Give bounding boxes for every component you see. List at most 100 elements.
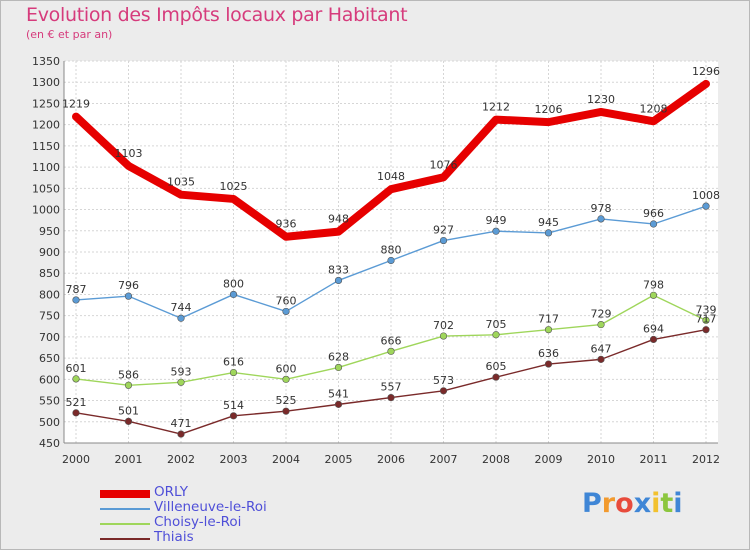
data-label: 833 [328, 263, 349, 276]
y-tick-label: 1300 [32, 76, 60, 89]
data-point [597, 215, 605, 223]
y-tick-label: 1100 [32, 161, 60, 174]
logo-letter: x [633, 488, 652, 519]
x-tick-label: 2004 [272, 453, 300, 466]
legend-label: Villeneuve-le-Roi [154, 499, 267, 515]
data-point [177, 314, 185, 322]
data-point [649, 291, 658, 299]
data-point [702, 202, 710, 210]
data-label: 586 [118, 368, 139, 381]
y-tick-label: 900 [39, 246, 60, 259]
data-label: 557 [381, 381, 402, 394]
x-tick-label: 2006 [377, 453, 405, 466]
x-tick-label: 2011 [640, 453, 668, 466]
data-point [124, 292, 133, 300]
data-label: 1103 [115, 147, 143, 160]
y-tick-label: 550 [39, 395, 60, 408]
data-label: 601 [66, 362, 87, 375]
y-tick-label: 750 [39, 310, 60, 323]
data-label: 1008 [692, 189, 720, 202]
data-label: 1208 [640, 102, 668, 115]
data-label: 521 [66, 396, 87, 409]
data-label: 948 [328, 213, 349, 226]
data-point [282, 307, 290, 316]
data-label: 541 [328, 387, 349, 400]
data-label: 702 [433, 319, 454, 332]
data-label: 525 [276, 394, 297, 407]
x-tick-label: 2012 [692, 453, 720, 466]
data-label: 949 [486, 214, 507, 227]
data-label: 936 [276, 218, 297, 231]
data-label: 945 [538, 216, 559, 229]
data-point [124, 417, 133, 425]
x-tick-label: 2008 [482, 453, 510, 466]
data-label: 1206 [535, 103, 563, 116]
y-tick-label: 1200 [32, 119, 60, 132]
y-tick-label: 800 [39, 288, 60, 301]
data-label: 729 [591, 308, 612, 321]
legend-item: Villeneuve-le-Roi [100, 499, 400, 516]
data-label: 628 [328, 350, 349, 363]
data-label: 1035 [167, 176, 195, 189]
y-tick-label: 650 [39, 352, 60, 365]
chart-subtitle: (en € et par an) [26, 28, 113, 41]
data-label: 800 [223, 277, 244, 290]
data-point [282, 375, 290, 383]
data-label: 514 [223, 399, 244, 412]
data-label: 471 [171, 417, 192, 430]
data-label: 717 [538, 313, 559, 326]
data-label: 744 [171, 301, 192, 314]
data-label: 739 [696, 303, 717, 316]
data-point [544, 229, 553, 237]
data-label: 978 [591, 202, 612, 215]
data-label: 593 [171, 365, 192, 378]
data-point [649, 335, 658, 344]
data-point [544, 326, 553, 334]
data-label: 1230 [587, 93, 615, 106]
data-label: 966 [643, 207, 664, 220]
y-tick-label: 850 [39, 267, 60, 280]
data-label: 787 [66, 283, 87, 296]
data-point [72, 409, 80, 417]
y-tick-label: 1000 [32, 204, 60, 217]
legend-label: Choisy-le-Roi [154, 514, 242, 530]
data-label: 647 [591, 342, 612, 355]
logo-letter: i [651, 488, 661, 519]
y-tick-label: 1250 [32, 97, 60, 110]
legend-label: ORLY [154, 484, 188, 500]
data-point [702, 316, 710, 324]
data-label: 1048 [377, 170, 405, 183]
data-point [387, 347, 395, 355]
y-tick-label: 600 [39, 373, 60, 386]
chart-title: Evolution des Impôts locaux par Habitant [26, 4, 408, 26]
legend-item: Choisy-le-Roi [100, 514, 400, 531]
data-point [439, 332, 448, 340]
data-label: 600 [276, 362, 297, 375]
proxiti-logo: Proxiti [582, 488, 683, 519]
logo-letter: o [615, 488, 634, 519]
data-label: 705 [486, 318, 507, 331]
data-label: 880 [381, 243, 402, 256]
data-point [492, 227, 500, 235]
data-point [72, 296, 80, 304]
data-label: 666 [381, 334, 402, 347]
y-tick-label: 1150 [32, 140, 60, 153]
legend-item: Thiais [100, 529, 400, 546]
legend-swatch [100, 523, 150, 525]
data-point [177, 430, 185, 438]
data-point [702, 326, 710, 334]
data-point [439, 236, 448, 245]
data-label: 1219 [62, 98, 90, 111]
data-point [334, 276, 343, 285]
logo-letter: r [601, 488, 616, 519]
x-tick-label: 2001 [115, 453, 143, 466]
x-tick-label: 2009 [535, 453, 563, 466]
x-tick-label: 2003 [220, 453, 248, 466]
legend-label: Thiais [154, 529, 194, 545]
data-point [387, 256, 395, 265]
data-label: 616 [223, 356, 244, 369]
logo-letter: i [673, 488, 683, 519]
legend-swatch [100, 508, 150, 510]
data-label: 760 [276, 294, 297, 307]
data-point [597, 355, 605, 363]
